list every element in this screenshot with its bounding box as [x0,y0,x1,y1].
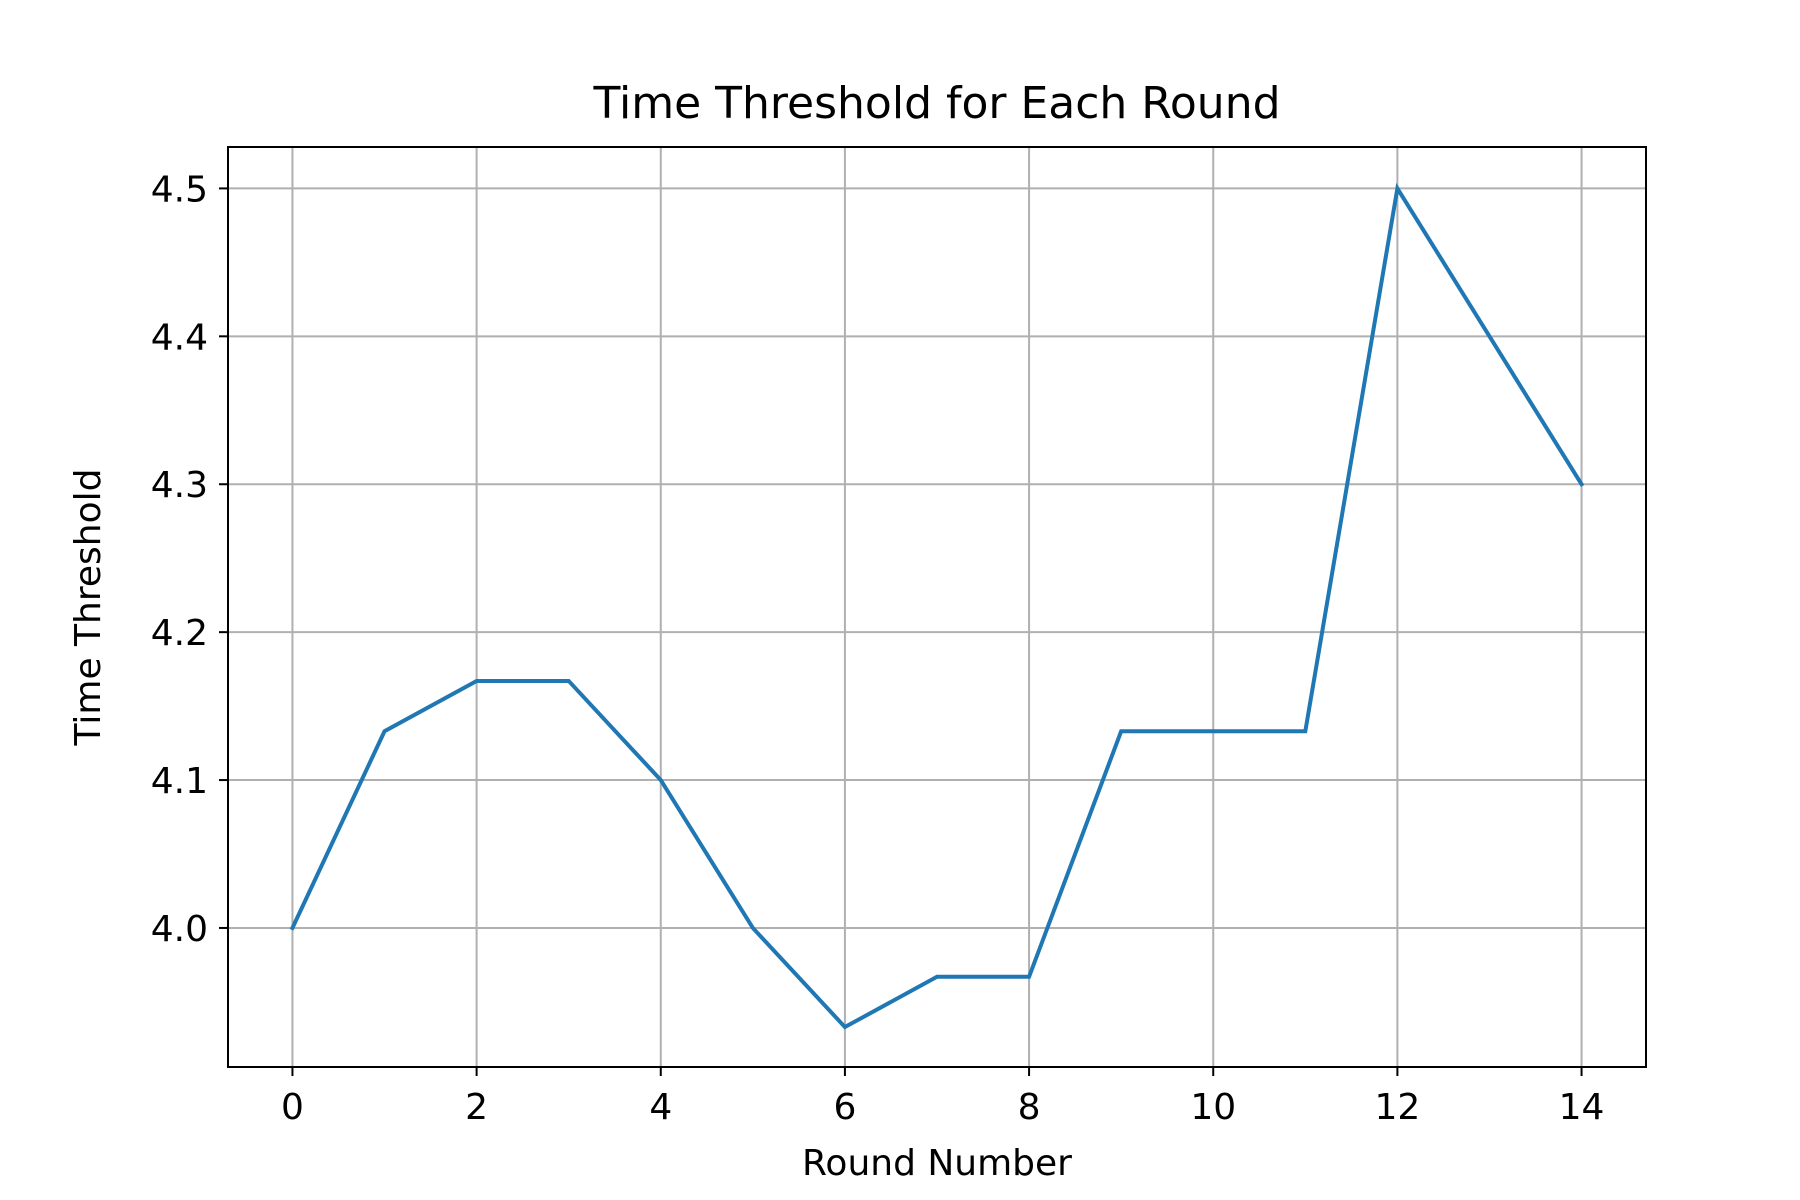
x-tick-label: 8 [1018,1087,1041,1128]
grid-lines [228,147,1646,1067]
y-tick-label: 4.1 [151,761,208,802]
tick-marks [219,187,1583,1076]
y-tick-label: 4.2 [151,613,208,654]
series-line [289,182,1585,1030]
series-layer [289,182,1585,1030]
y-axis-label: Time Threshold [68,469,109,747]
y-tick-labels: 4.0 4.1 4.2 4.3 4.4 4.5 [151,169,208,950]
x-tick-label: 2 [465,1087,488,1128]
x-tick-labels: 0 2 4 6 8 10 12 14 [281,1087,1604,1128]
chart-title: Time Threshold for Each Round [592,78,1280,129]
x-tick-label: 4 [649,1087,672,1128]
y-tick-label: 4.4 [151,317,208,358]
x-tick-label: 10 [1190,1087,1236,1128]
y-tick-label: 4.0 [151,909,208,950]
y-tick-label: 4.5 [151,169,208,210]
x-tick-label: 6 [833,1087,856,1128]
x-tick-label: 0 [281,1087,304,1128]
x-tick-label: 14 [1559,1087,1605,1128]
x-axis-label: Round Number [802,1143,1072,1184]
y-tick-label: 4.3 [151,465,208,506]
plot-area-frame [227,146,1647,1068]
x-tick-label: 12 [1374,1087,1420,1128]
